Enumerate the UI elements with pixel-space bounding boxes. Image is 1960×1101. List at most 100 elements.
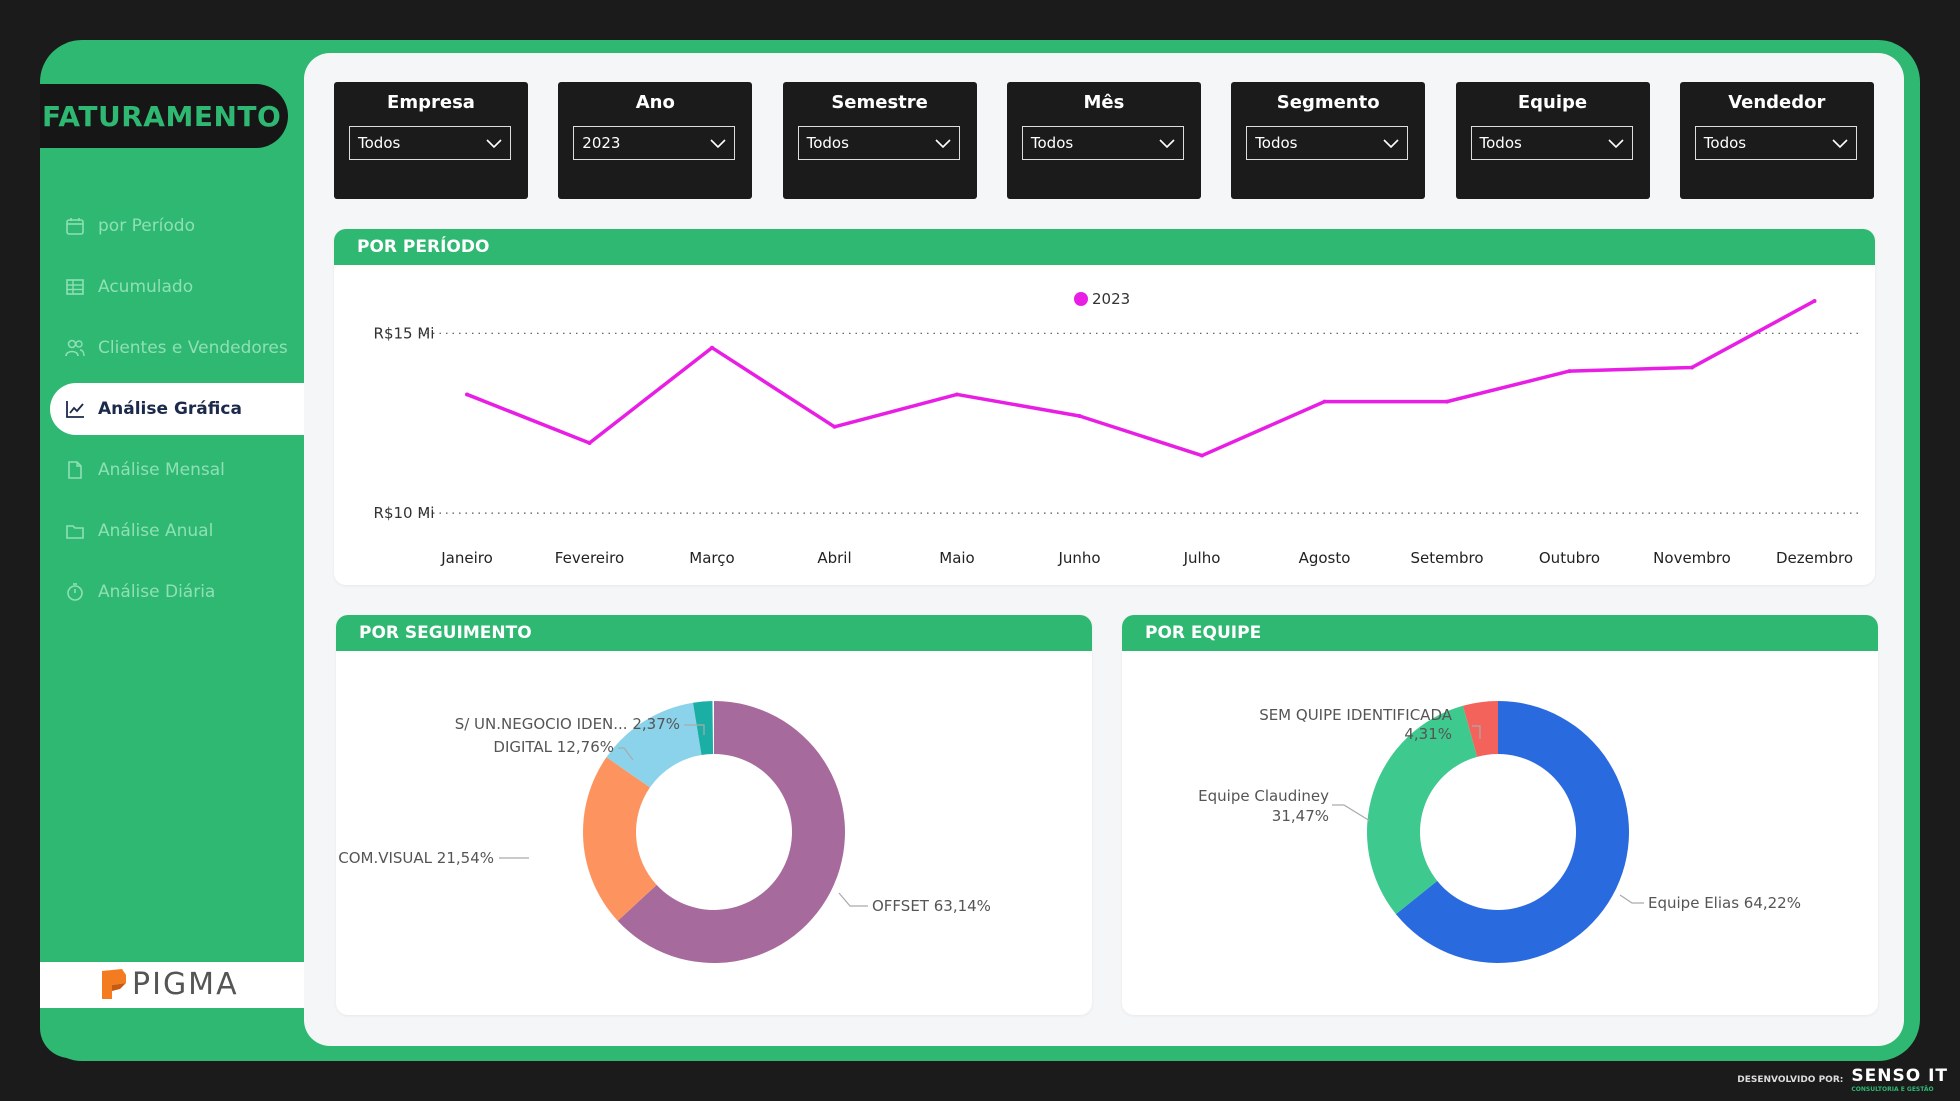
pigma-logo: PIGMA xyxy=(100,962,239,1006)
donut-slice-2[interactable] xyxy=(606,702,702,788)
x-tick-label: Julho xyxy=(1183,549,1221,567)
chevron-down-icon xyxy=(486,139,502,149)
leader-line xyxy=(1332,804,1371,822)
filter-label: Semestre xyxy=(831,92,928,113)
segment-donut-chart: S/ UN.NEGOCIO IDEN... 2,37% DIGITAL 12,76… xyxy=(338,701,991,963)
app-title-pill: FATURAMENTO xyxy=(40,84,288,148)
data-point[interactable] xyxy=(1567,369,1572,374)
chevron-down-icon xyxy=(1159,139,1175,149)
filter-dropdown[interactable]: Todos xyxy=(1470,126,1633,160)
leader-line xyxy=(684,724,705,735)
filter-value: Todos xyxy=(1703,134,1747,152)
leader-line xyxy=(618,747,634,761)
filter-value: Todos xyxy=(806,134,849,152)
series-line-2023 xyxy=(466,299,1816,458)
filter-2: Semestre Todos xyxy=(782,82,977,199)
donut-slice-1[interactable] xyxy=(583,757,657,921)
data-point[interactable] xyxy=(955,392,959,397)
legend-marker xyxy=(1074,292,1088,306)
data-point[interactable] xyxy=(465,392,469,397)
donut-slice-0[interactable] xyxy=(617,701,846,963)
legend-label: 2023 xyxy=(1092,290,1130,308)
slice-label: SEM QUIPE IDENTIFICADA xyxy=(1259,706,1453,724)
senso-it-logo: SENSO IT xyxy=(1851,1066,1948,1086)
senso-it-tagline: CONSULTORIA E GESTÃO xyxy=(1851,1086,1934,1093)
sidebar-item-label: Clientes e Vendedores xyxy=(98,338,288,358)
period-card: POR PERÍODO 2023 R$10 Mi R$15 Mi Janeiro Fev… xyxy=(334,229,1875,585)
y-tick-label: R$15 Mi xyxy=(374,324,435,342)
filter-label: Ano xyxy=(635,92,675,113)
folder-icon xyxy=(66,525,84,539)
users-icon xyxy=(65,339,85,357)
donut-slice-3[interactable] xyxy=(693,701,714,756)
x-tick-label: Junho xyxy=(1057,549,1100,567)
sidebar-item-clientes-e-vendedores[interactable]: Clientes e Vendedores xyxy=(40,322,304,374)
data-point[interactable] xyxy=(1200,453,1204,458)
chevron-down-icon xyxy=(1383,139,1399,149)
x-tick-label: Fevereiro xyxy=(555,549,624,567)
leader-line xyxy=(838,892,868,907)
data-point[interactable] xyxy=(710,345,714,350)
table-icon xyxy=(66,279,84,295)
donut-slice-1[interactable] xyxy=(1367,705,1478,915)
data-point[interactable] xyxy=(1322,399,1327,404)
filter-label: Mês xyxy=(1083,92,1125,113)
filter-label: Vendedor xyxy=(1728,92,1826,113)
slice-label: DIGITAL 12,76% xyxy=(493,738,614,756)
app-title: FATURAMENTO xyxy=(42,99,282,133)
leader-line xyxy=(1619,894,1644,904)
sidebar-item-label: Acumulado xyxy=(98,277,194,297)
filter-value: Todos xyxy=(1255,134,1298,152)
data-point[interactable] xyxy=(1812,298,1817,303)
filter-5: Equipe Todos xyxy=(1455,82,1650,199)
x-tick-label: Novembro xyxy=(1653,549,1731,567)
slice-label: COM.VISUAL 21,54% xyxy=(338,849,494,867)
filter-label: Empresa xyxy=(387,92,475,113)
sidebar-bottom xyxy=(40,1008,304,1058)
sidebar-item-por-período[interactable]: por Período xyxy=(40,200,304,252)
sidebar-item-label: por Período xyxy=(98,216,195,236)
x-tick-label: Outubro xyxy=(1539,549,1600,567)
y-tick-label: R$10 Mi xyxy=(374,504,435,522)
filter-0: Empresa Todos xyxy=(334,82,528,199)
data-point[interactable] xyxy=(1445,399,1449,404)
chevron-down-icon xyxy=(935,139,951,149)
filter-dropdown[interactable]: Todos xyxy=(349,126,511,160)
period-card-title: POR PERÍODO xyxy=(334,229,1875,265)
data-point[interactable] xyxy=(1077,414,1082,419)
period-line-chart: 2023 R$10 Mi R$15 Mi Janeiro Fevereiro Março A… xyxy=(374,290,1862,567)
x-tick-label: Março xyxy=(689,549,734,567)
leader-line xyxy=(1472,725,1481,739)
team-card: POR EQUIPE SEM QUIPE IDENTIFICADA 4,31% Eq… xyxy=(1122,615,1878,1015)
filter-value: Todos xyxy=(1479,134,1522,152)
data-point[interactable] xyxy=(832,424,837,429)
filter-dropdown[interactable]: Todos xyxy=(1021,126,1184,160)
donut-slice-0[interactable] xyxy=(1395,701,1629,963)
sidebar-item-análise-anual[interactable]: Análise Anual xyxy=(40,505,304,557)
filter-dropdown[interactable]: Todos xyxy=(1246,126,1409,160)
footer-credit: DESENVOLVIDO POR: SENSO IT CONSULTORIA E… xyxy=(1737,1066,1948,1093)
chart-legend: 2023 xyxy=(1074,290,1130,308)
slice-label: S/ UN.NEGOCIO IDEN... 2,37% xyxy=(455,715,680,733)
x-tick-label: Setembro xyxy=(1410,549,1483,567)
filter-dropdown[interactable]: Todos xyxy=(797,126,960,160)
filter-3: Mês Todos xyxy=(1006,82,1201,199)
sidebar-item-label: Análise Gráfica xyxy=(98,399,242,419)
sidebar-item-análise-gráfica[interactable]: Análise Gráfica xyxy=(50,383,344,435)
data-point[interactable] xyxy=(1690,365,1694,370)
sidebar-item-análise-mensal[interactable]: Análise Mensal xyxy=(40,444,304,496)
filter-value: Todos xyxy=(358,134,401,152)
x-tick-label: Abril xyxy=(817,549,851,567)
filter-dropdown[interactable]: 2023 xyxy=(573,126,736,160)
filter-dropdown[interactable]: Todos xyxy=(1694,126,1857,160)
segment-card-title: POR SEGUIMENTO xyxy=(336,615,1092,651)
sidebar-item-label: Análise Anual xyxy=(98,521,214,541)
filter-1: Ano 2023 xyxy=(558,82,753,199)
slice-label: 4,31% xyxy=(1404,725,1452,743)
sidebar-item-label: Análise Mensal xyxy=(98,460,225,480)
sidebar-item-análise-diária[interactable]: Análise Diária xyxy=(40,566,304,618)
sidebar-item-acumulado[interactable]: Acumulado xyxy=(40,261,304,313)
filter-label: Segmento xyxy=(1276,92,1380,113)
data-point[interactable] xyxy=(587,440,592,445)
